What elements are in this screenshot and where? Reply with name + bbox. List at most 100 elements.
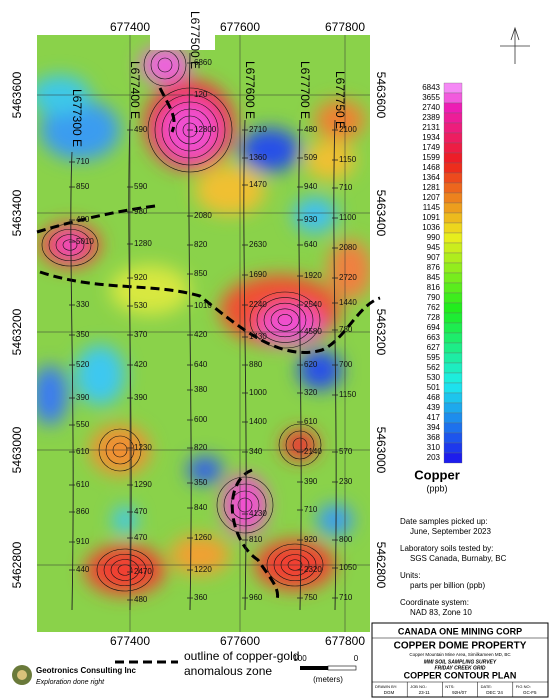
field-value: 23-11: [419, 690, 431, 695]
sample-value: 390: [304, 477, 318, 486]
legend-level: 310: [427, 443, 441, 452]
sample-value: 470: [134, 533, 148, 542]
sample-value: 640: [304, 240, 318, 249]
sample-value: 350: [76, 330, 90, 339]
sample-value: 610: [76, 447, 90, 456]
legend-level: 530: [427, 373, 441, 382]
note-label: Units:: [400, 571, 420, 580]
sample-value: 710: [304, 505, 318, 514]
contour-line: [237, 497, 253, 513]
sample-value: 1050: [339, 563, 357, 572]
legend-swatch: [443, 312, 463, 324]
northing-label: 5462800: [10, 541, 24, 588]
northing-label: 5463400: [10, 189, 24, 236]
map-notes: Date samples picked up:June, September 2…: [400, 517, 507, 617]
northing-label: 5463000: [374, 427, 388, 474]
note-label: Date samples picked up:: [400, 517, 488, 526]
field-label: DATE:: [481, 684, 492, 689]
legend-level: 417: [427, 413, 441, 422]
legend-level: 468: [427, 393, 441, 402]
easting-label: 677400: [110, 634, 150, 648]
sample-value: 850: [194, 269, 208, 278]
legend-swatch: [443, 332, 463, 344]
scale-label: 0: [354, 654, 359, 663]
legend-level: 439: [427, 403, 441, 412]
legend-swatch: [443, 362, 463, 374]
sample-value: 910: [76, 537, 90, 546]
legend-swatch: [443, 242, 463, 254]
sample-value: 820: [194, 443, 208, 452]
line-label: L677600 E: [243, 61, 257, 119]
legend-swatch: [443, 142, 463, 154]
contour-line: [263, 302, 307, 338]
sample-value: 2100: [339, 125, 357, 134]
property-name: COPPER DOME PROPERTY: [394, 641, 527, 652]
sample-value: 980: [134, 207, 148, 216]
area: Copper Mountain Mine Area, Similkameen M…: [409, 652, 511, 657]
sample-value: 520: [76, 360, 90, 369]
legend-swatch: [443, 402, 463, 414]
concentration-zone: [110, 265, 190, 315]
sample-value: 530: [134, 301, 148, 310]
legend-level: 595: [427, 353, 441, 362]
sample-value: 2470: [134, 567, 152, 576]
sample-value: 960: [249, 593, 263, 602]
sample-value: 1260: [194, 533, 212, 542]
sample-value: 1690: [249, 270, 267, 279]
contour-line: [62, 239, 78, 251]
contour-line: [270, 308, 300, 332]
legend-level: 3655: [422, 93, 440, 102]
sample-value: 230: [339, 477, 353, 486]
legend-swatch: [443, 202, 463, 214]
legend-level: 816: [427, 283, 441, 292]
legend-swatch: [443, 112, 463, 124]
survey: MMI SOIL SAMPLING SURVEY: [424, 659, 497, 665]
sample-value: 930: [304, 215, 318, 224]
note-value: NAD 83, Zone 10: [410, 608, 472, 617]
northing-label: 5463400: [374, 190, 388, 237]
note-value: parts per billion (ppb): [410, 581, 485, 590]
sample-value: 2630: [249, 240, 267, 249]
sample-value: 470: [134, 507, 148, 516]
sample-value: 860: [76, 507, 90, 516]
anomaly-outline: [36, 204, 156, 234]
sample-value: 420: [134, 360, 148, 369]
contour-line: [223, 483, 267, 527]
field-label: FIG NO:: [516, 684, 531, 689]
legend-swatch: [443, 232, 463, 244]
plan-name: COPPER CONTOUR PLAN: [404, 670, 517, 680]
north-arrow-head: [510, 26, 520, 41]
legend-swatch: [443, 212, 463, 224]
concentration-zone: [315, 100, 365, 140]
field-label: JOB NO.:: [410, 684, 427, 689]
sample-value: 600: [194, 415, 208, 424]
anomaly-outline: [36, 87, 381, 603]
contour-line: [216, 476, 274, 534]
legend-level: 1207: [422, 193, 440, 202]
sample-value: 2320: [304, 565, 322, 574]
sample-value: 1100: [339, 213, 357, 222]
legend-swatch: [443, 422, 463, 434]
legend-level: 501: [427, 383, 441, 392]
line-label: L677300 E: [70, 89, 84, 147]
easting-label: 677600: [220, 20, 260, 34]
field-value: DEC '24: [486, 690, 503, 695]
legend-swatch: [443, 262, 463, 274]
contour-line: [285, 430, 315, 460]
contour-line: [103, 553, 147, 587]
legend-level: 203: [427, 453, 441, 462]
note-label: Coordinate system:: [400, 598, 469, 607]
legend-swatch: [443, 162, 463, 174]
legend-swatch: [443, 382, 463, 394]
sample-value: 509: [304, 153, 318, 162]
easting-label: 677600: [220, 634, 260, 648]
legend-swatch: [443, 412, 463, 424]
sample-value: 2080: [194, 211, 212, 220]
concentration-zone: [240, 128, 300, 172]
contour-line: [48, 228, 92, 262]
sample-value: 4580: [304, 327, 322, 336]
client-name: CANADA ONE MINING CORP: [398, 626, 522, 636]
legend-level: 394: [427, 423, 441, 432]
sample-value: 330: [76, 300, 90, 309]
contour-line: [55, 234, 85, 256]
